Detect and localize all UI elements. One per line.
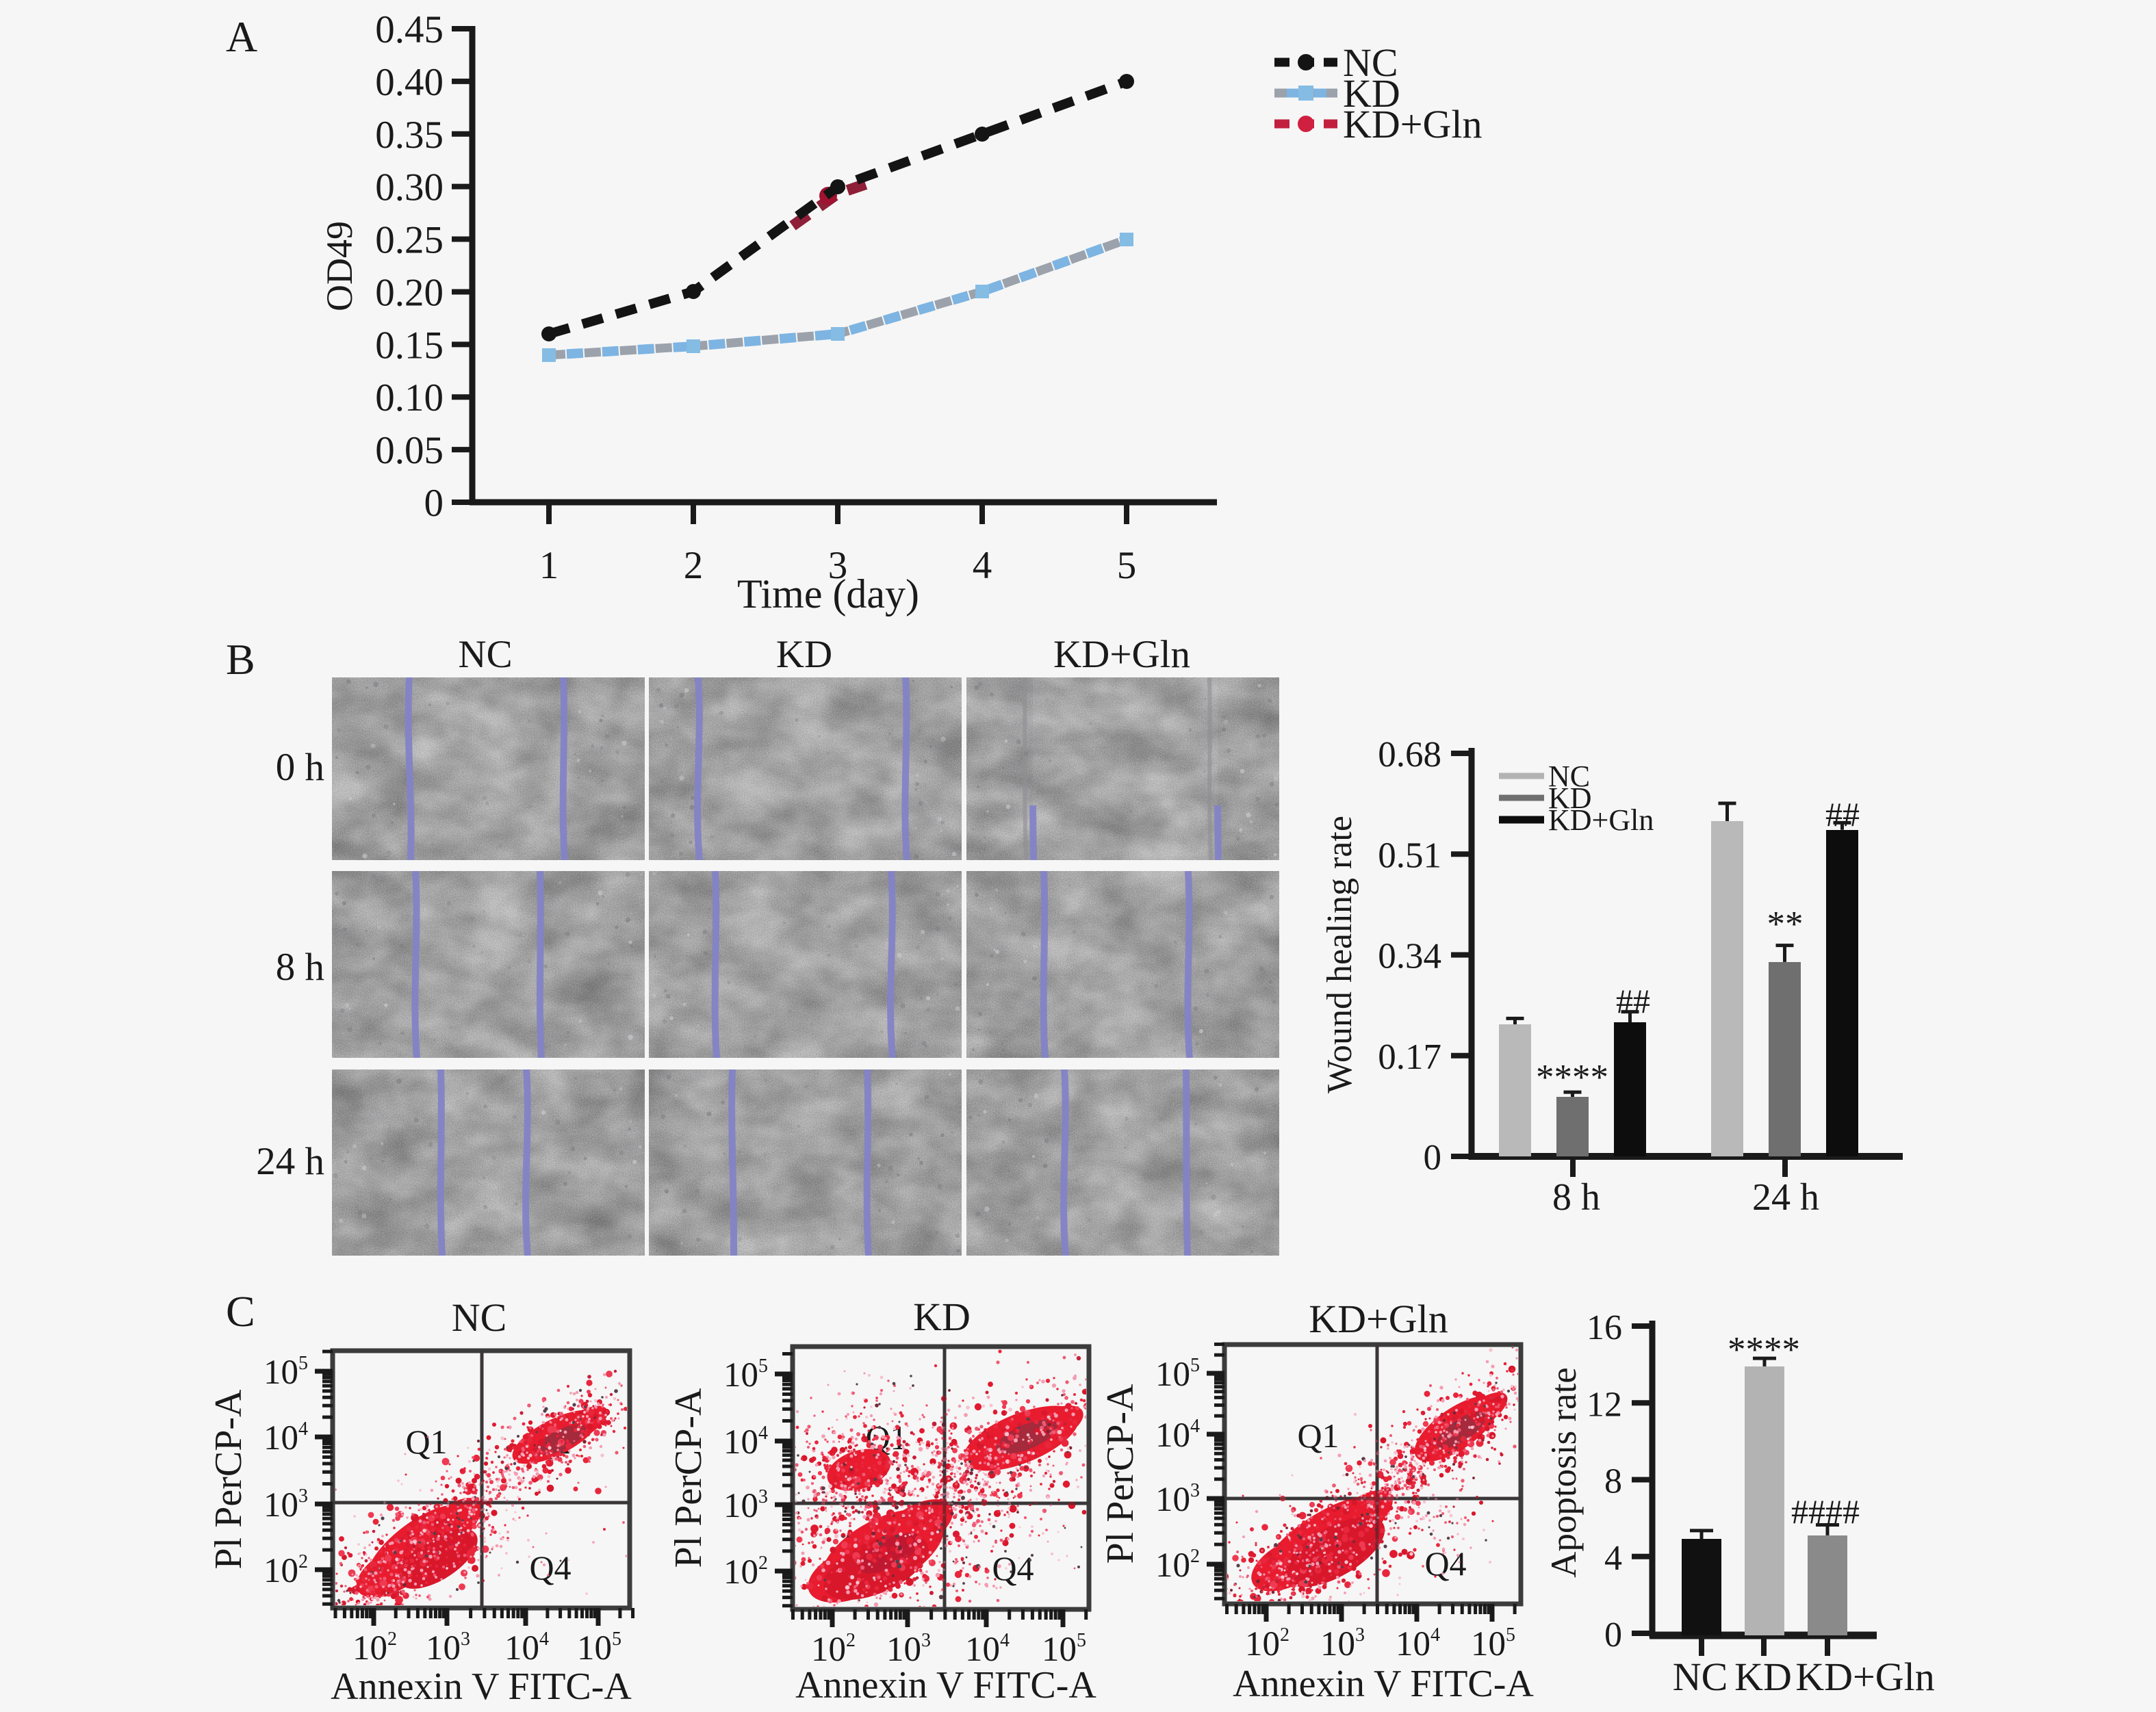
svg-text:Annexin V FITC-A: Annexin V FITC-A [331, 1665, 632, 1708]
svg-text:Q4: Q4 [529, 1548, 571, 1587]
svg-text:KD: KD [913, 1295, 971, 1339]
svg-text:0.17: 0.17 [1378, 1037, 1441, 1077]
svg-text:A: A [226, 12, 257, 61]
svg-text:4: 4 [973, 544, 992, 587]
svg-text:Pl PerCP-A: Pl PerCP-A [207, 1389, 250, 1569]
svg-text:0.30: 0.30 [375, 166, 444, 209]
svg-text:0.34: 0.34 [1378, 937, 1441, 976]
svg-text:0.15: 0.15 [375, 324, 444, 367]
svg-text:**: ** [1767, 905, 1804, 944]
svg-text:Q4: Q4 [992, 1549, 1034, 1587]
svg-text:0.35: 0.35 [375, 114, 444, 157]
svg-text:24 h: 24 h [1752, 1176, 1819, 1219]
svg-text:0: 0 [424, 482, 444, 525]
svg-text:8 h: 8 h [1552, 1176, 1600, 1219]
svg-text:C: C [226, 1287, 255, 1336]
svg-text:0 h: 0 h [276, 746, 324, 789]
svg-text:##: ## [1616, 982, 1650, 1020]
svg-text:24 h: 24 h [256, 1140, 324, 1183]
svg-text:KD+Gln: KD+Gln [1343, 102, 1482, 146]
svg-text:Pl PerCP-A: Pl PerCP-A [667, 1388, 710, 1568]
svg-text:0.45: 0.45 [375, 8, 444, 51]
svg-text:0.25: 0.25 [375, 219, 444, 262]
svg-text:NC: NC [452, 1295, 507, 1340]
svg-text:0.68: 0.68 [1378, 735, 1441, 775]
svg-text:Q1: Q1 [405, 1423, 447, 1461]
svg-text:Time (day): Time (day) [737, 571, 919, 617]
svg-text:KD+Gln: KD+Gln [1548, 803, 1654, 837]
svg-text:1: 1 [539, 544, 559, 587]
svg-text:KD+Gln: KD+Gln [1053, 633, 1190, 676]
svg-text:0.51: 0.51 [1378, 835, 1441, 875]
svg-text:0.40: 0.40 [375, 61, 444, 104]
svg-text:Annexin V FITC-A: Annexin V FITC-A [795, 1664, 1096, 1707]
svg-text:OD49: OD49 [319, 221, 360, 311]
svg-text:Q1: Q1 [1297, 1416, 1339, 1455]
svg-text:KD: KD [776, 633, 832, 676]
svg-text:Q4: Q4 [1424, 1544, 1466, 1583]
svg-text:0.05: 0.05 [375, 429, 444, 472]
svg-text:8 h: 8 h [276, 946, 324, 989]
svg-text:****: **** [1536, 1058, 1608, 1098]
svg-text:2: 2 [684, 544, 704, 587]
svg-text:NC: NC [458, 633, 512, 676]
svg-text:5: 5 [1117, 544, 1137, 587]
svg-text:0: 0 [1424, 1138, 1442, 1178]
svg-text:B: B [226, 635, 255, 684]
svg-text:Wound healing rate: Wound healing rate [1320, 816, 1359, 1093]
svg-text:0.10: 0.10 [375, 376, 444, 419]
svg-text:0.20: 0.20 [375, 271, 444, 314]
svg-text:##: ## [1825, 795, 1860, 833]
